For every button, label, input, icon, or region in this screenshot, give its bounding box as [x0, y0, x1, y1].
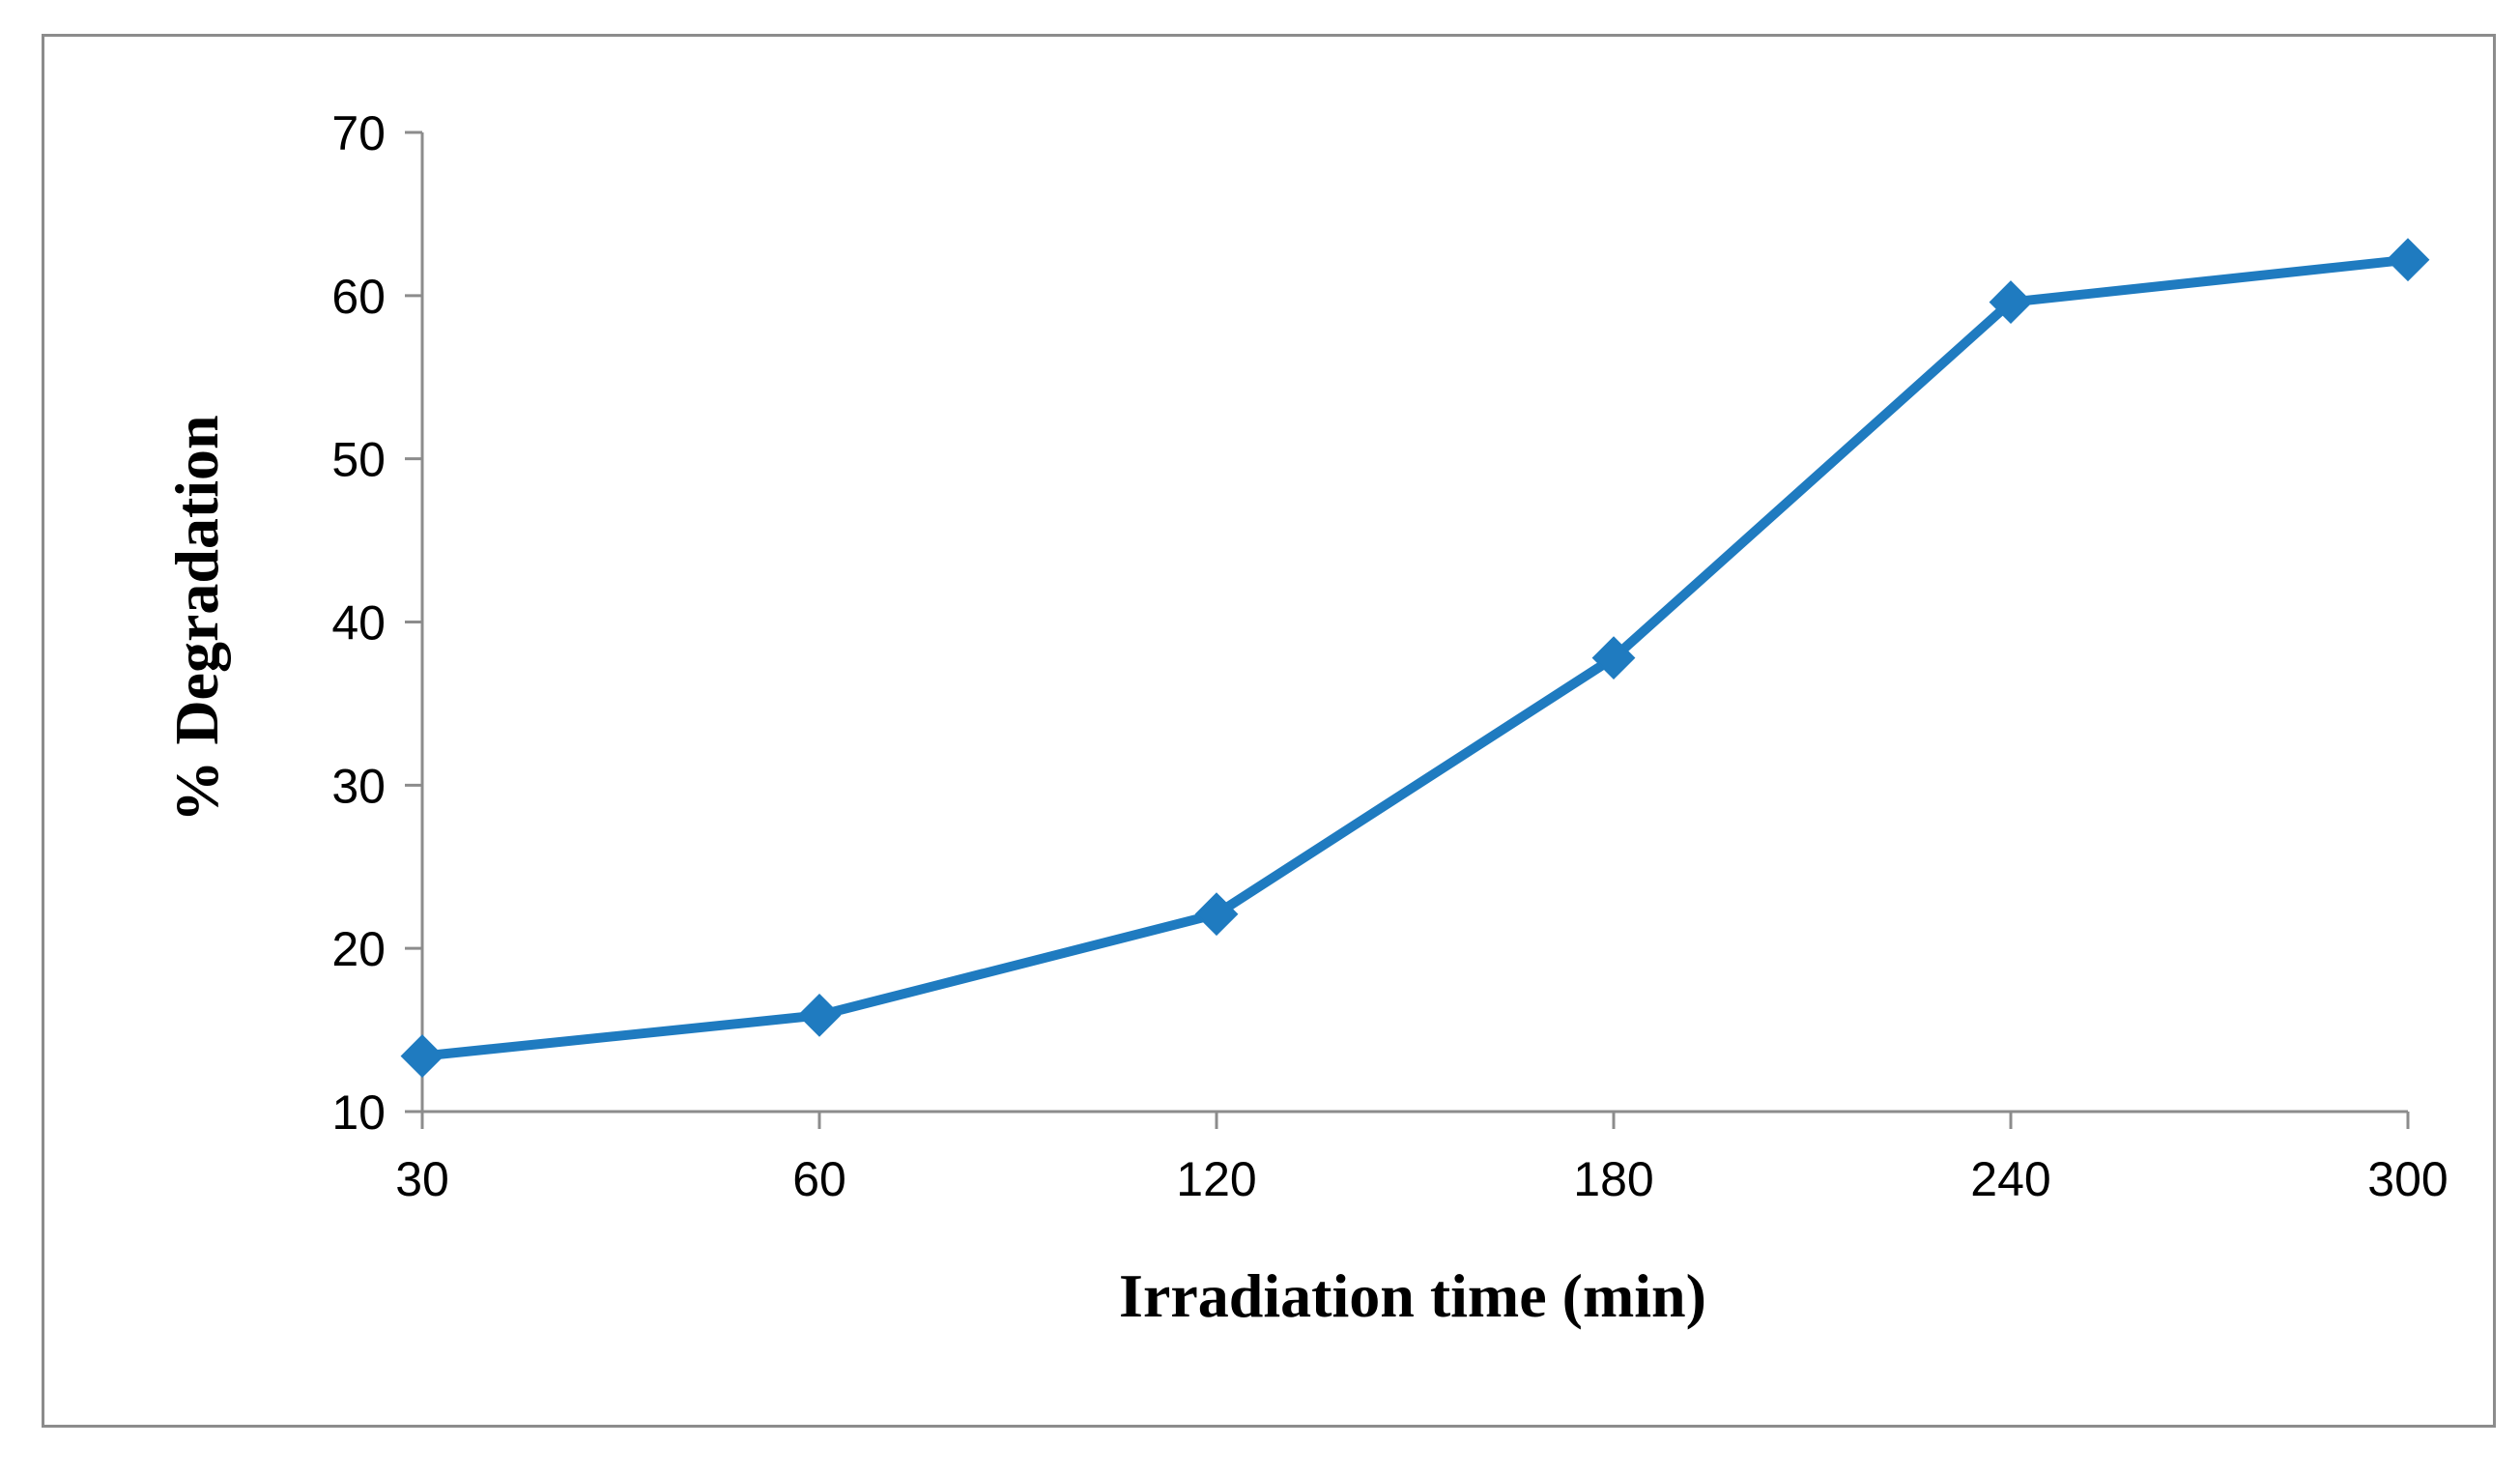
- x-tick-label: 120: [1176, 1152, 1256, 1206]
- x-tick-label: 240: [1970, 1152, 2050, 1206]
- y-tick-label: 10: [331, 1085, 386, 1140]
- x-ticks: 30 60 120 180 240 300: [395, 1112, 2448, 1206]
- data-point-marker: [1194, 892, 1239, 937]
- series-line: [417, 254, 2413, 1061]
- data-point-marker: [2386, 238, 2430, 282]
- x-tick-label: 60: [792, 1152, 846, 1206]
- axes: [420, 132, 2408, 1113]
- data-point-marker: [1591, 636, 1636, 680]
- y-axis-title: % Degradation: [162, 415, 231, 822]
- series-layer: [400, 238, 2430, 1079]
- data-point-marker: [797, 993, 842, 1037]
- y-tick-label: 60: [331, 270, 386, 324]
- y-tick-label: 20: [331, 922, 386, 976]
- chart-frame: [42, 34, 2496, 1428]
- x-tick-label: 300: [2367, 1152, 2448, 1206]
- data-point-marker: [1989, 280, 2033, 325]
- y-tick-label: 50: [331, 433, 386, 487]
- data-point-marker: [400, 1034, 444, 1079]
- x-tick-label: 180: [1573, 1152, 1653, 1206]
- x-tick-label: 30: [395, 1152, 449, 1206]
- y-ticks: 10 20 30 40 50 60 70: [331, 106, 422, 1140]
- y-tick-label: 40: [331, 596, 386, 651]
- y-tick-label: 70: [331, 106, 386, 160]
- y-tick-label: 30: [331, 759, 386, 813]
- x-axis-title: Irradiation time (min): [1119, 1261, 1706, 1330]
